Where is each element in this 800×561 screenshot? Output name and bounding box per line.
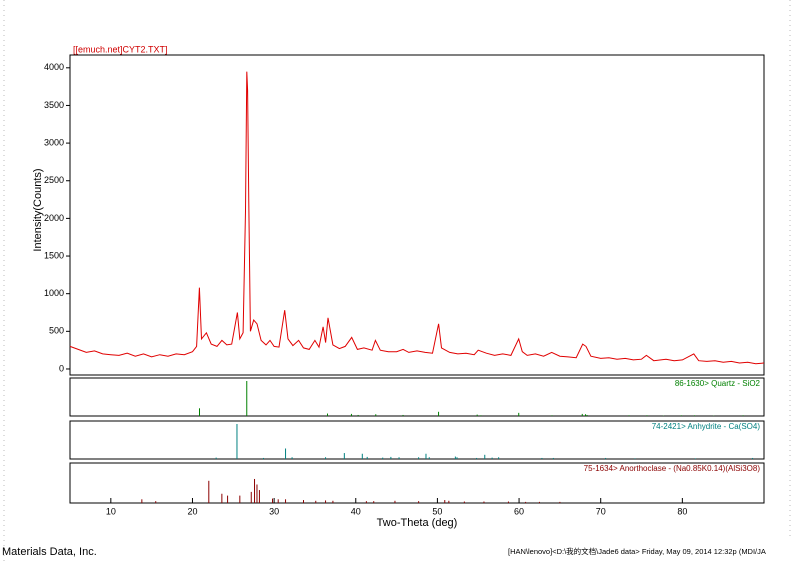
- x-tick-label: 10: [106, 506, 116, 516]
- x-tick-label: 80: [677, 506, 687, 516]
- plot-frame: [69, 420, 765, 460]
- y-tick-label: 500: [49, 326, 64, 336]
- x-tick-label: 70: [596, 506, 606, 516]
- y-tick-label: 3500: [44, 100, 64, 110]
- pattern-label: 86-1630> Quartz - SiO2: [675, 379, 761, 388]
- y-tick-label: 2500: [44, 175, 64, 185]
- footer-right: [HAN\lenovo]<D:\我的文档\Jade6 data> Friday,…: [508, 546, 766, 556]
- pattern-line: [69, 71, 765, 365]
- y-tick-label: 3000: [44, 137, 64, 147]
- x-tick-label: 20: [187, 506, 197, 516]
- chart-title: [[emuch.net]CYT2.TXT]: [73, 44, 168, 54]
- x-tick-label: 30: [269, 506, 279, 516]
- y-axis-label: Intensity(Counts): [32, 168, 44, 251]
- pattern-label: 74-2421> Anhydrite - Ca(SO4): [652, 422, 761, 431]
- x-tick-label: 60: [514, 506, 524, 516]
- plot-frame: [69, 377, 765, 417]
- y-tick-label: 2000: [44, 213, 64, 223]
- footer-left: Materials Data, Inc.: [2, 546, 97, 558]
- y-tick-label: 1500: [44, 250, 64, 260]
- x-axis-label: Two-Theta (deg): [377, 517, 458, 529]
- plot-frame: [69, 462, 765, 504]
- x-tick-label: 40: [351, 506, 361, 516]
- pattern-label: 75-1634> Anorthoclase - (Na0.85K0.14)(Al…: [584, 464, 761, 473]
- y-tick-label: 4000: [44, 62, 64, 72]
- plot-frame: [69, 54, 765, 376]
- y-tick-label: 1000: [44, 288, 64, 298]
- x-tick-label: 50: [432, 506, 442, 516]
- y-tick-label: 0: [59, 363, 64, 373]
